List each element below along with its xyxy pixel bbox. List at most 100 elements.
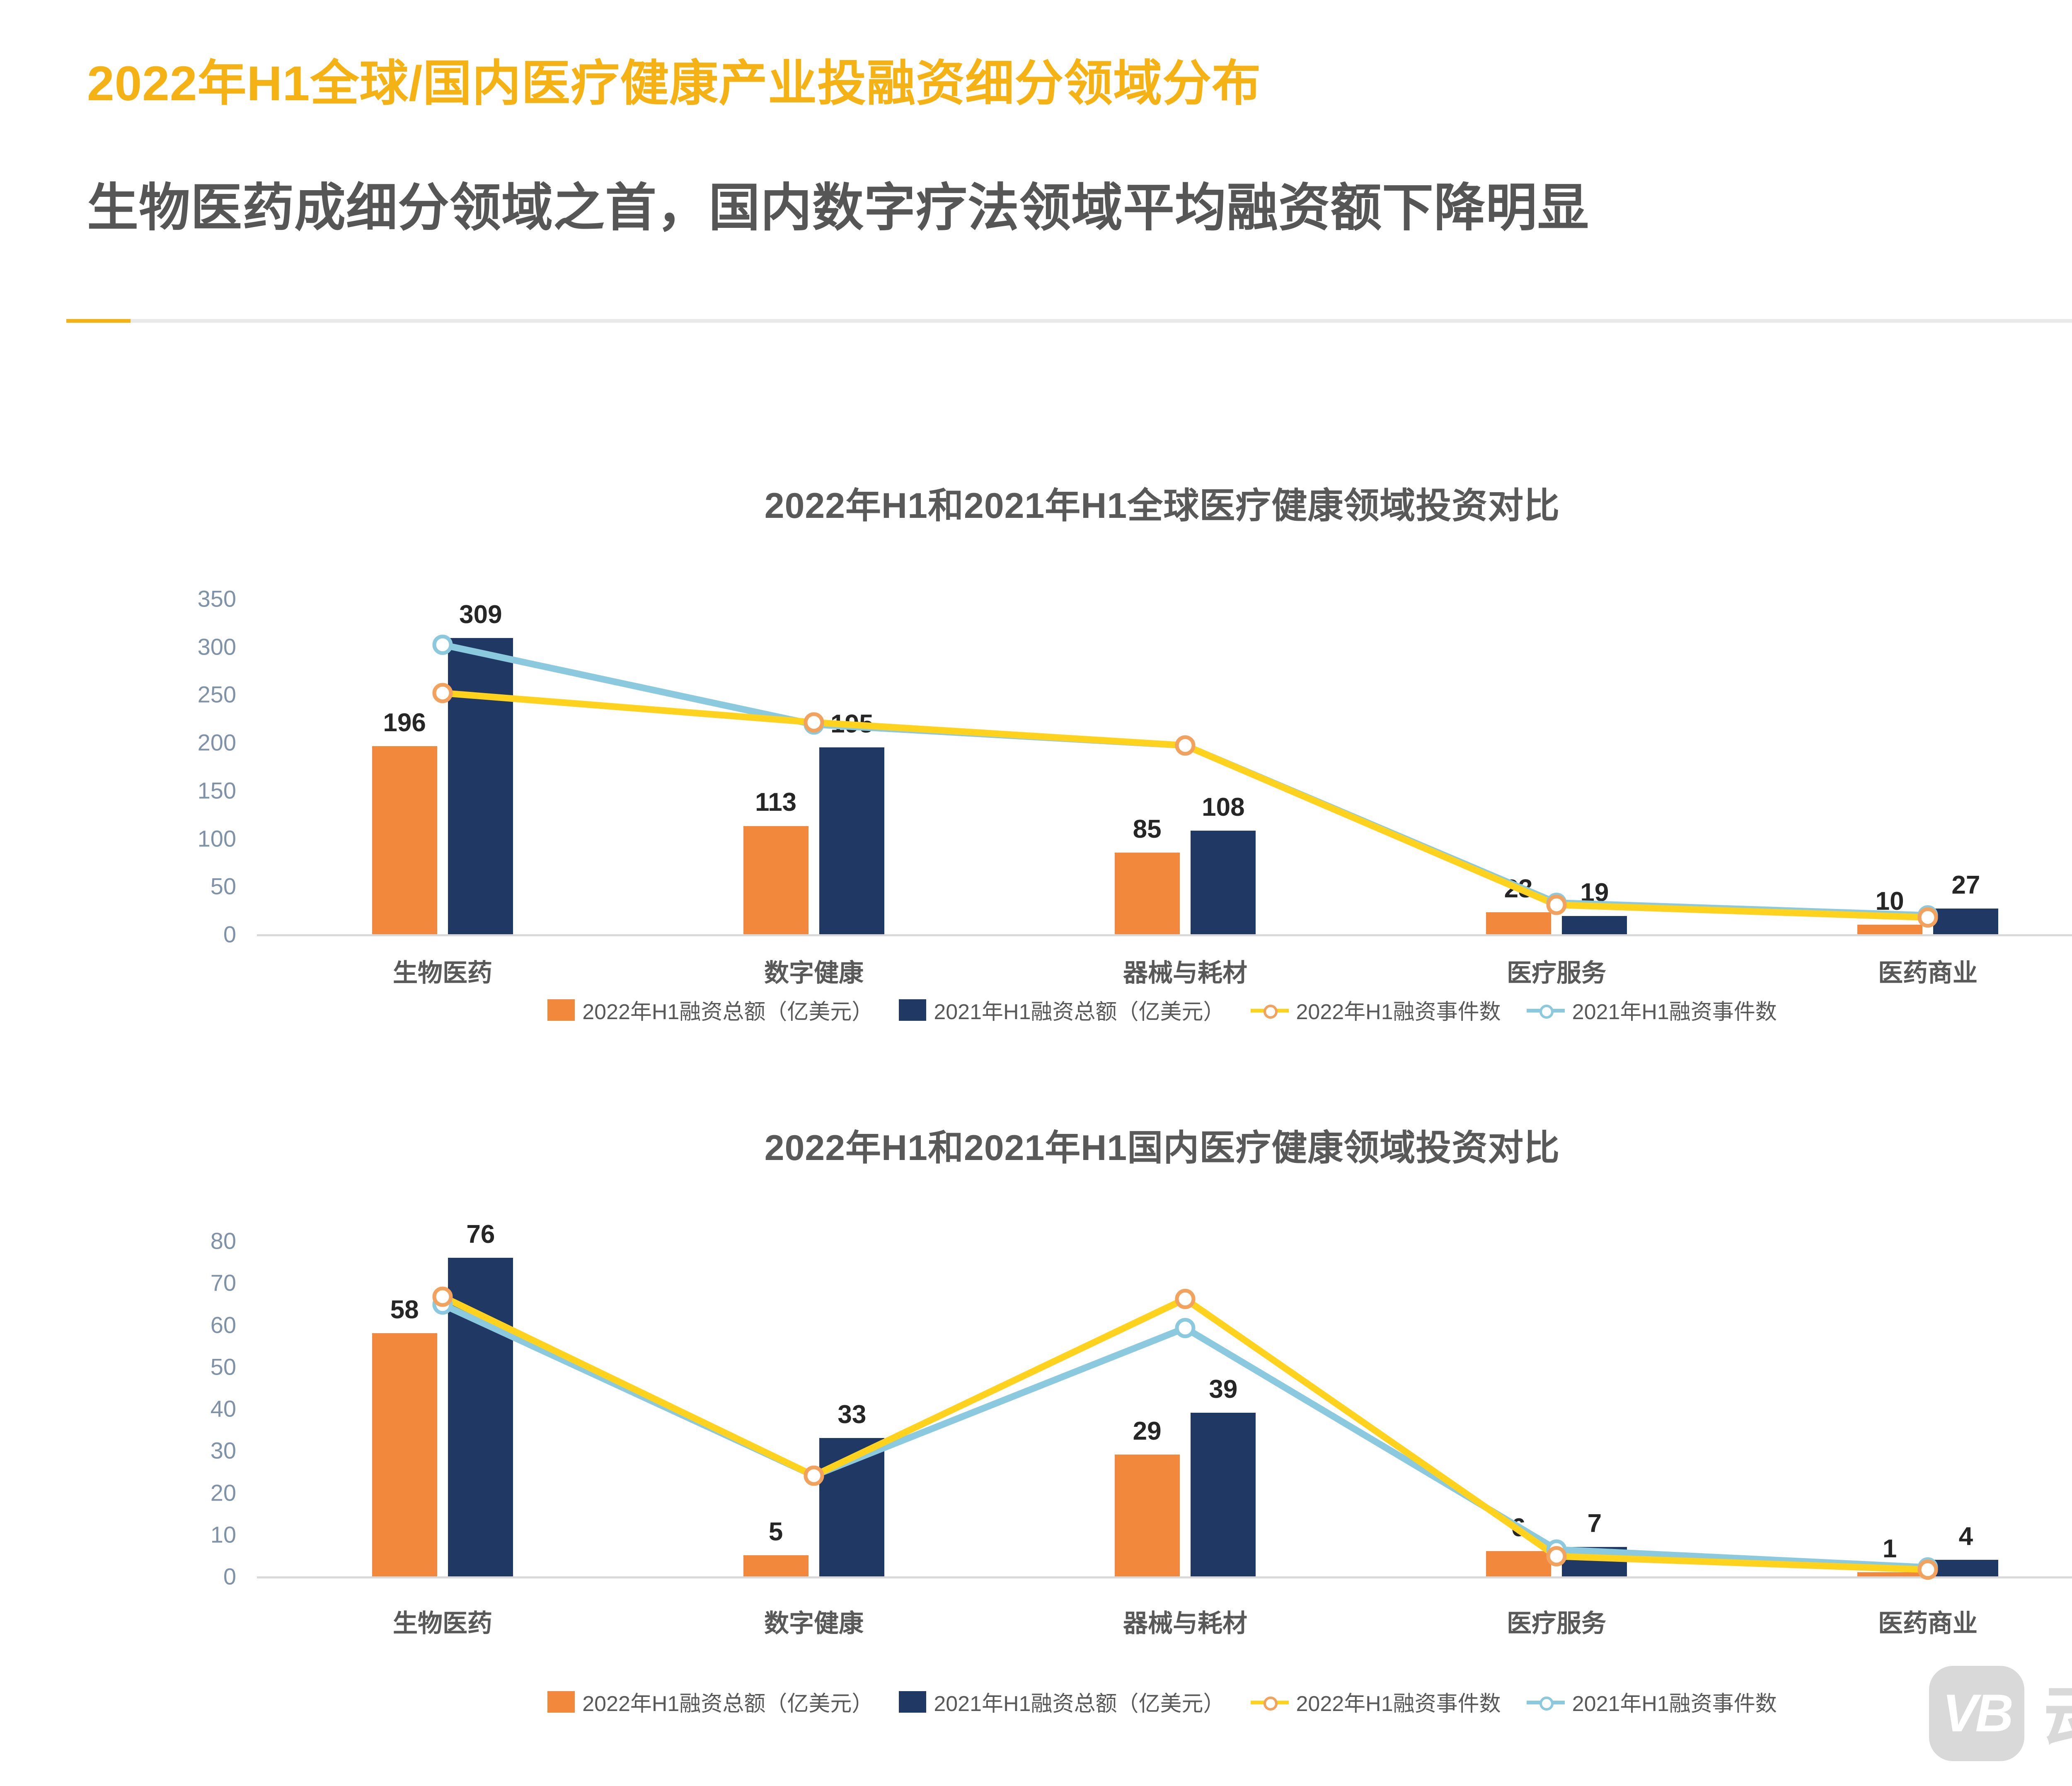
bar-2022[interactable] <box>1114 1455 1180 1576</box>
x-axis-category-label: 医疗服务 <box>1507 1610 1606 1637</box>
line-marker[interactable] <box>432 634 453 655</box>
bar-value-label: 39 <box>1209 1375 1238 1404</box>
legend-label-bar-2022: 2022年H1融资总额（亿美元） <box>582 1692 874 1716</box>
y-axis-tick-label: 200 <box>197 729 236 756</box>
y-axis-tick-label: 60 <box>210 1312 236 1338</box>
line-marker[interactable] <box>1917 1559 1938 1580</box>
legend-item-bar-2021[interactable]: 2021年H1融资总额（亿美元） <box>899 994 1225 1025</box>
chart-domestic-legend: 2022年H1融资总额（亿美元） 2021年H1融资总额（亿美元） 2022年H… <box>0 1686 2072 1717</box>
bar-value-label: 108 <box>1202 793 1245 822</box>
brand-logo: VB 动脉网 <box>1929 1659 2072 1767</box>
bar-2021[interactable] <box>1562 916 1627 934</box>
legend-item-bar-2022[interactable]: 2022年H1融资总额（亿美元） <box>547 994 873 1025</box>
bar-2021[interactable] <box>1191 831 1256 934</box>
y-axis-tick-label: 70 <box>210 1269 236 1296</box>
legend-swatch-line-2021-icon <box>1526 1695 1565 1711</box>
legend-swatch-bar-2022-icon <box>547 1691 575 1713</box>
x-axis-category-label: 数字健康 <box>764 959 864 987</box>
chart-domestic-plot: 0102030405060708005010015020025030058765… <box>211 1220 2072 1590</box>
legend-item-line-2022[interactable]: 2022年H1融资事件数 <box>1250 1686 1501 1717</box>
bar-2022[interactable] <box>743 826 808 934</box>
bar-2022[interactable] <box>1486 1551 1551 1576</box>
line-path <box>439 689 1931 921</box>
line-marker[interactable] <box>1175 735 1196 756</box>
x-axis-category-label: 医药商业 <box>1878 959 1978 987</box>
bar-value-label: 196 <box>383 708 426 737</box>
legend-label-line-2021: 2021年H1融资事件数 <box>1572 1692 1777 1716</box>
y-axis-tick-label: 30 <box>210 1437 236 1464</box>
bar-2021[interactable] <box>448 638 513 934</box>
chart-domestic-title: 2022年H1和2021年H1国内医疗健康领域投资对比 <box>764 1128 1560 1168</box>
y-axis-tick-label: 10 <box>210 1521 236 1548</box>
bar-2022[interactable] <box>1857 924 1922 934</box>
x-axis-category-label: 医疗服务 <box>1507 959 1606 987</box>
bar-value-label: 33 <box>838 1400 867 1429</box>
x-axis-category-label: 医药商业 <box>1878 1610 1978 1637</box>
line-marker[interactable] <box>432 683 453 703</box>
y-axis-tick-label: 0 <box>223 1563 236 1590</box>
line-path <box>439 641 1931 919</box>
x-axis-category-label: 生物医药 <box>393 959 492 987</box>
bar-value-label: 29 <box>1133 1417 1162 1446</box>
legend-label-line-2021: 2021年H1融资事件数 <box>1572 1000 1777 1024</box>
y-axis-tick-label: 100 <box>197 825 236 852</box>
line-marker[interactable] <box>432 1286 453 1307</box>
bar-2021[interactable] <box>819 747 885 934</box>
legend-swatch-line-2022-icon <box>1250 1003 1289 1019</box>
page-subtitle: 生物医药成细分领域之首，国内数字疗法领域平均融资额下降明显 <box>87 179 1590 237</box>
legend-swatch-bar-2022-icon <box>547 999 575 1021</box>
line-marker[interactable] <box>1175 1288 1196 1309</box>
x-axis-category-label: 器械与耗材 <box>1123 1610 1247 1637</box>
line-marker[interactable] <box>1546 1546 1567 1566</box>
chart-global-plot: 0501001502002503003500100200300400500600… <box>198 586 2072 947</box>
line-path <box>439 1301 1931 1571</box>
legend-label-line-2022: 2022年H1融资事件数 <box>1296 1692 1501 1716</box>
legend-label-bar-2021: 2021年H1融资总额（亿美元） <box>934 1692 1225 1716</box>
legend-swatch-bar-2021-icon <box>899 999 927 1021</box>
line-marker[interactable] <box>1917 907 1938 928</box>
header-divider <box>66 319 2072 323</box>
y-axis-tick-label: 40 <box>210 1395 236 1422</box>
legend-item-line-2022[interactable]: 2022年H1融资事件数 <box>1250 994 1501 1025</box>
legend-label-line-2022: 2022年H1融资事件数 <box>1296 1000 1501 1024</box>
legend-item-bar-2021[interactable]: 2021年H1融资总额（亿美元） <box>899 1686 1225 1717</box>
bar-value-label: 76 <box>466 1220 495 1249</box>
bar-2022[interactable] <box>1857 1572 1922 1576</box>
bar-value-label: 4 <box>1958 1522 1973 1551</box>
line-marker[interactable] <box>1175 1318 1196 1339</box>
bar-2021[interactable] <box>1933 908 1999 934</box>
legend-item-line-2021[interactable]: 2021年H1融资事件数 <box>1526 1686 1777 1717</box>
bar-value-label: 85 <box>1133 815 1162 844</box>
bar-value-label: 27 <box>1951 870 1980 899</box>
legend-item-line-2021[interactable]: 2021年H1融资事件数 <box>1526 994 1777 1025</box>
y-axis-tick-label: 150 <box>197 777 236 804</box>
bar-value-label: 309 <box>459 600 502 629</box>
legend-swatch-line-2021-icon <box>1526 1003 1565 1019</box>
vb-logo-icon: VB <box>1929 1665 2024 1761</box>
bar-2022[interactable] <box>372 1333 437 1576</box>
legend-item-bar-2022[interactable]: 2022年H1融资总额（亿美元） <box>547 1686 873 1717</box>
x-axis-line <box>257 1576 2072 1578</box>
x-axis-category-label: 数字健康 <box>764 1610 864 1637</box>
line-marker[interactable] <box>804 712 824 733</box>
legend-label-bar-2021: 2021年H1融资总额（亿美元） <box>934 1000 1225 1024</box>
bar-value-label: 7 <box>1587 1509 1602 1538</box>
brand-name: 动脉网 <box>2043 1659 2072 1767</box>
bar-2022[interactable] <box>1486 912 1551 934</box>
y-axis-tick-label: 50 <box>210 873 236 899</box>
x-axis-category-label: 生物医药 <box>393 1610 492 1637</box>
line-marker[interactable] <box>1546 894 1567 915</box>
line-marker[interactable] <box>804 1465 824 1486</box>
bar-value-label: 5 <box>768 1518 783 1547</box>
y-axis-tick-label: 300 <box>197 633 236 660</box>
bar-2021[interactable] <box>1933 1559 1999 1576</box>
chart-global-legend: 2022年H1融资总额（亿美元） 2021年H1融资总额（亿美元） 2022年H… <box>0 994 2072 1025</box>
line-series-overlay <box>432 1286 1938 1580</box>
bar-2022[interactable] <box>372 746 437 934</box>
line-series-overlay <box>432 634 1938 928</box>
legend-label-bar-2022: 2022年H1融资总额（亿美元） <box>582 1000 874 1024</box>
bar-2022[interactable] <box>743 1555 808 1576</box>
bar-2021[interactable] <box>1191 1413 1256 1576</box>
bar-2022[interactable] <box>1114 853 1180 934</box>
